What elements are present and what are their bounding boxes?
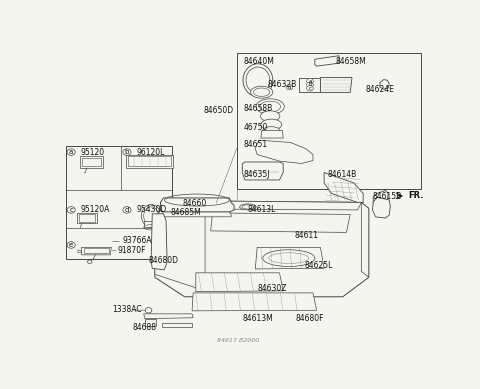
Text: 84624E: 84624E [365,85,394,94]
Polygon shape [255,247,324,269]
Polygon shape [81,156,103,168]
Polygon shape [255,140,313,163]
Polygon shape [155,201,369,297]
Text: 95120: 95120 [81,147,105,157]
Text: a: a [308,79,312,84]
Text: 91870F: 91870F [118,246,146,255]
Circle shape [123,149,131,156]
Polygon shape [196,273,283,292]
Polygon shape [162,323,192,327]
Polygon shape [324,172,363,202]
Text: 84614B: 84614B [327,170,356,179]
Polygon shape [77,213,97,223]
Polygon shape [372,197,390,218]
Ellipse shape [142,205,161,227]
Text: 46750: 46750 [244,123,268,132]
Text: 84615B: 84615B [372,192,402,201]
Circle shape [67,207,75,213]
Text: 84630Z: 84630Z [258,284,287,293]
Polygon shape [144,314,193,319]
Text: a: a [69,149,73,155]
Circle shape [145,308,152,313]
Circle shape [67,149,75,156]
Bar [66,145,172,259]
Bar [144,221,158,227]
Ellipse shape [261,119,282,130]
Text: 84613M: 84613M [242,314,273,322]
Circle shape [67,242,75,248]
Polygon shape [315,56,339,66]
Ellipse shape [263,127,280,136]
Text: 95120A: 95120A [81,205,110,214]
Polygon shape [82,247,111,255]
Text: 84688: 84688 [132,323,156,332]
Text: 84611: 84611 [294,231,318,240]
Text: 84613L: 84613L [248,205,276,214]
Text: 84625L: 84625L [305,261,333,270]
Text: 84680D: 84680D [148,256,178,265]
Text: 84632B: 84632B [267,80,297,89]
Text: 93766A: 93766A [122,236,152,245]
Text: d: d [125,207,129,213]
Text: e: e [69,242,73,248]
Circle shape [87,260,92,263]
Polygon shape [126,154,173,168]
Polygon shape [151,214,167,270]
Text: FR.: FR. [408,191,423,200]
Text: b: b [308,82,312,87]
Polygon shape [321,77,352,93]
Text: 84650D: 84650D [204,106,234,115]
Circle shape [286,84,293,90]
Ellipse shape [256,99,284,114]
Polygon shape [203,201,361,210]
Text: 84685M: 84685M [170,208,201,217]
Circle shape [307,82,313,88]
Text: 84658B: 84658B [244,104,273,113]
Circle shape [307,79,313,84]
Polygon shape [161,212,231,217]
Polygon shape [155,209,205,291]
Text: 84651: 84651 [244,140,268,149]
Ellipse shape [243,64,273,97]
Text: 84680F: 84680F [296,314,324,322]
Polygon shape [160,198,234,212]
Text: 96120L: 96120L [136,147,165,157]
Polygon shape [192,293,317,311]
Polygon shape [299,78,321,92]
Text: 95430D: 95430D [136,205,167,214]
Text: 84660: 84660 [183,198,207,208]
Polygon shape [361,202,369,277]
Polygon shape [380,80,389,89]
Text: 84635J: 84635J [244,170,270,179]
Text: c: c [309,86,312,91]
Text: 84617 B2000: 84617 B2000 [217,338,260,343]
Polygon shape [242,162,283,180]
Text: c: c [69,207,73,213]
Polygon shape [145,319,156,326]
Ellipse shape [240,204,256,210]
Polygon shape [373,191,388,208]
Polygon shape [78,250,82,252]
Text: 84640M: 84640M [244,57,275,66]
Polygon shape [261,131,283,138]
Circle shape [307,86,313,91]
Ellipse shape [261,111,280,122]
Text: b: b [125,149,129,155]
Circle shape [123,207,131,213]
Text: 84658M: 84658M [335,57,366,66]
Bar [237,53,421,189]
Text: 1338AC: 1338AC [112,305,141,314]
Text: d: d [288,85,291,89]
Ellipse shape [251,86,273,98]
